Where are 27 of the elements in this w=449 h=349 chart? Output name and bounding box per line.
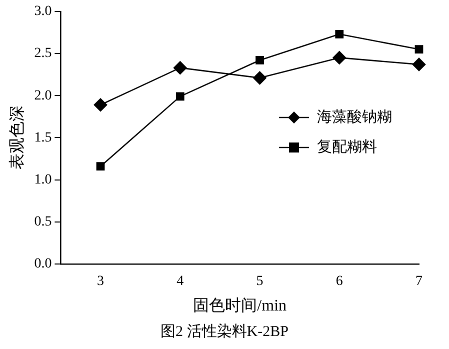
x-tick-label: 5 (256, 274, 264, 290)
point (94, 98, 108, 112)
x-tick-label: 6 (336, 274, 343, 290)
point (253, 71, 266, 85)
y-tick-label: 0.0 (34, 256, 52, 272)
legend-label: 海藻酸钠糊 (317, 108, 392, 126)
point (414, 45, 424, 54)
x-tick-label: 3 (97, 274, 104, 290)
x-tick-label: 7 (416, 274, 422, 290)
y-tick-label: 0.5 (34, 214, 52, 230)
point (332, 51, 346, 64)
point (173, 61, 187, 74)
point (412, 58, 426, 72)
y-tick-label: 2.5 (34, 46, 52, 62)
caption: 图2 活性染料K-2BP (160, 322, 290, 341)
point (96, 162, 105, 171)
x-tick-label: 4 (176, 274, 184, 290)
y-tick-label: 3.0 (34, 4, 52, 20)
point (256, 56, 264, 64)
y-tick-label: 1.5 (34, 130, 52, 146)
point (176, 92, 184, 101)
y-tick-label: 1.0 (34, 172, 52, 188)
legend-label: 复配糊料 (317, 138, 377, 156)
point (335, 30, 344, 38)
x-axis-title: 固色时间/min (193, 296, 287, 315)
y-tick-label: 2.0 (34, 88, 52, 104)
y-axis-title: 表观色深 (8, 106, 26, 170)
